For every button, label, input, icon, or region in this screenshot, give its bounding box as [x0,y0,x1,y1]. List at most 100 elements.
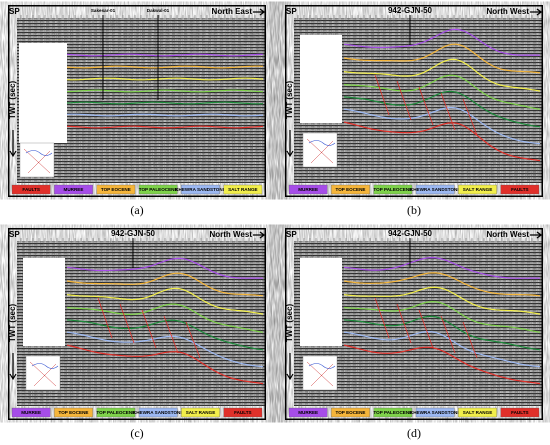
horizon [66,77,264,81]
legend-box [373,407,413,418]
legend-box [331,184,370,195]
legend-label: TOP PALEOCENE [139,187,178,192]
horizon [343,344,541,385]
horizon [66,101,264,105]
fault [396,303,412,344]
caption: (d) [407,426,421,440]
horizon [343,74,541,110]
legend-label: TOP EOCENE [59,410,89,415]
axis-arrow [9,130,17,158]
legend-box [96,407,136,418]
axis-arrow [286,130,294,158]
seismic-panel: SP North West TWT (sec) 942-GJN-50 MURREE TOP… [285,228,543,420]
fault [396,80,412,121]
fault [185,321,201,359]
well-label: Sakesar-01 [91,8,116,13]
fault [119,303,135,344]
fault [418,86,434,126]
sp-label: SP [9,7,20,16]
axis-label: TWT (sec) [8,304,17,343]
legend-box [138,184,178,195]
map-line [31,363,59,369]
direction-label: North West [486,7,529,16]
horizon [343,90,541,128]
horizon [66,89,264,93]
legend-label: MURREE [21,410,41,415]
legend-label: TOP EOCENE [101,187,131,192]
well-label: 942-GJN-50 [111,229,156,238]
legend-label: MURREE [64,187,84,192]
horizon [66,125,264,129]
direction-arrow [530,231,543,239]
horizon [343,43,541,74]
axis-label: TWT (sec) [285,81,294,120]
legend-box [181,184,220,195]
fault [374,74,390,116]
legend-label: TOP PALEOCENE [373,410,412,415]
horizon [66,53,264,57]
axis-label: TWT (sec) [285,304,294,343]
direction-label: North West [486,230,529,239]
fault [462,98,478,136]
legend-box [11,407,51,418]
legend-box [54,184,93,195]
legend-box [138,407,178,418]
inset-blank [300,35,342,123]
legend-box [331,407,370,418]
horizon [343,256,541,279]
legend-label: MURREE [298,410,318,415]
horizon [343,286,541,315]
direction-label: North East [212,7,253,16]
fault [440,315,456,354]
panel-border [8,228,266,420]
map-line [308,140,336,146]
horizon [66,272,264,297]
seismic-panel: SP North West TWT (sec) 942-GJN-50 MURREE TOP… [8,228,266,420]
panel-border [285,5,543,197]
legend-label: FAULTS [511,410,529,415]
direction-arrow [253,8,266,16]
fault [374,297,390,339]
map-line [25,150,53,156]
fault [163,315,179,354]
horizon [343,330,541,368]
caption: (a) [130,203,143,217]
legend-box [415,184,455,195]
well-label: Dakwal-01 [147,8,170,13]
legend-label: KHEWRA SANDSTONE [133,410,184,415]
legend-label: MURREE [298,187,318,192]
legend-label: SALT RANGE [186,410,216,415]
legend-label: KHEWRA SANDSTONE [410,410,461,415]
caption: (c) [130,426,143,440]
legend-box [54,407,93,418]
horizon [66,344,264,385]
legend-label: SALT RANGE [463,187,493,192]
legend-box [223,184,263,195]
seismic-panel: SP North West TWT (sec) 942-GJN-50 MURREE TOP… [285,5,543,197]
legend-box [500,407,540,418]
inset-blank [23,258,65,346]
caption: (b) [407,203,421,217]
sp-label: SP [286,230,297,239]
fault [97,297,113,339]
fault [440,92,456,131]
horizon [66,287,264,315]
legend-box [11,184,51,195]
axis-arrow [286,353,294,381]
seismic-panel: SP North East TWT (sec) Sakesar-01 Dakwal-01… [8,5,266,197]
map-line [23,148,51,174]
panel-border [285,228,543,420]
legend-box [288,184,328,195]
fault [462,321,478,359]
sp-label: SP [286,7,297,16]
panel-border [8,5,266,197]
legend-label: TOP PALEOCENE [373,187,412,192]
horizon [66,319,264,351]
legend-box [373,184,413,195]
legend-box [96,184,136,195]
map-line [306,361,334,387]
axis-arrow [9,353,17,381]
horizon [66,65,264,69]
direction-arrow [253,231,266,239]
